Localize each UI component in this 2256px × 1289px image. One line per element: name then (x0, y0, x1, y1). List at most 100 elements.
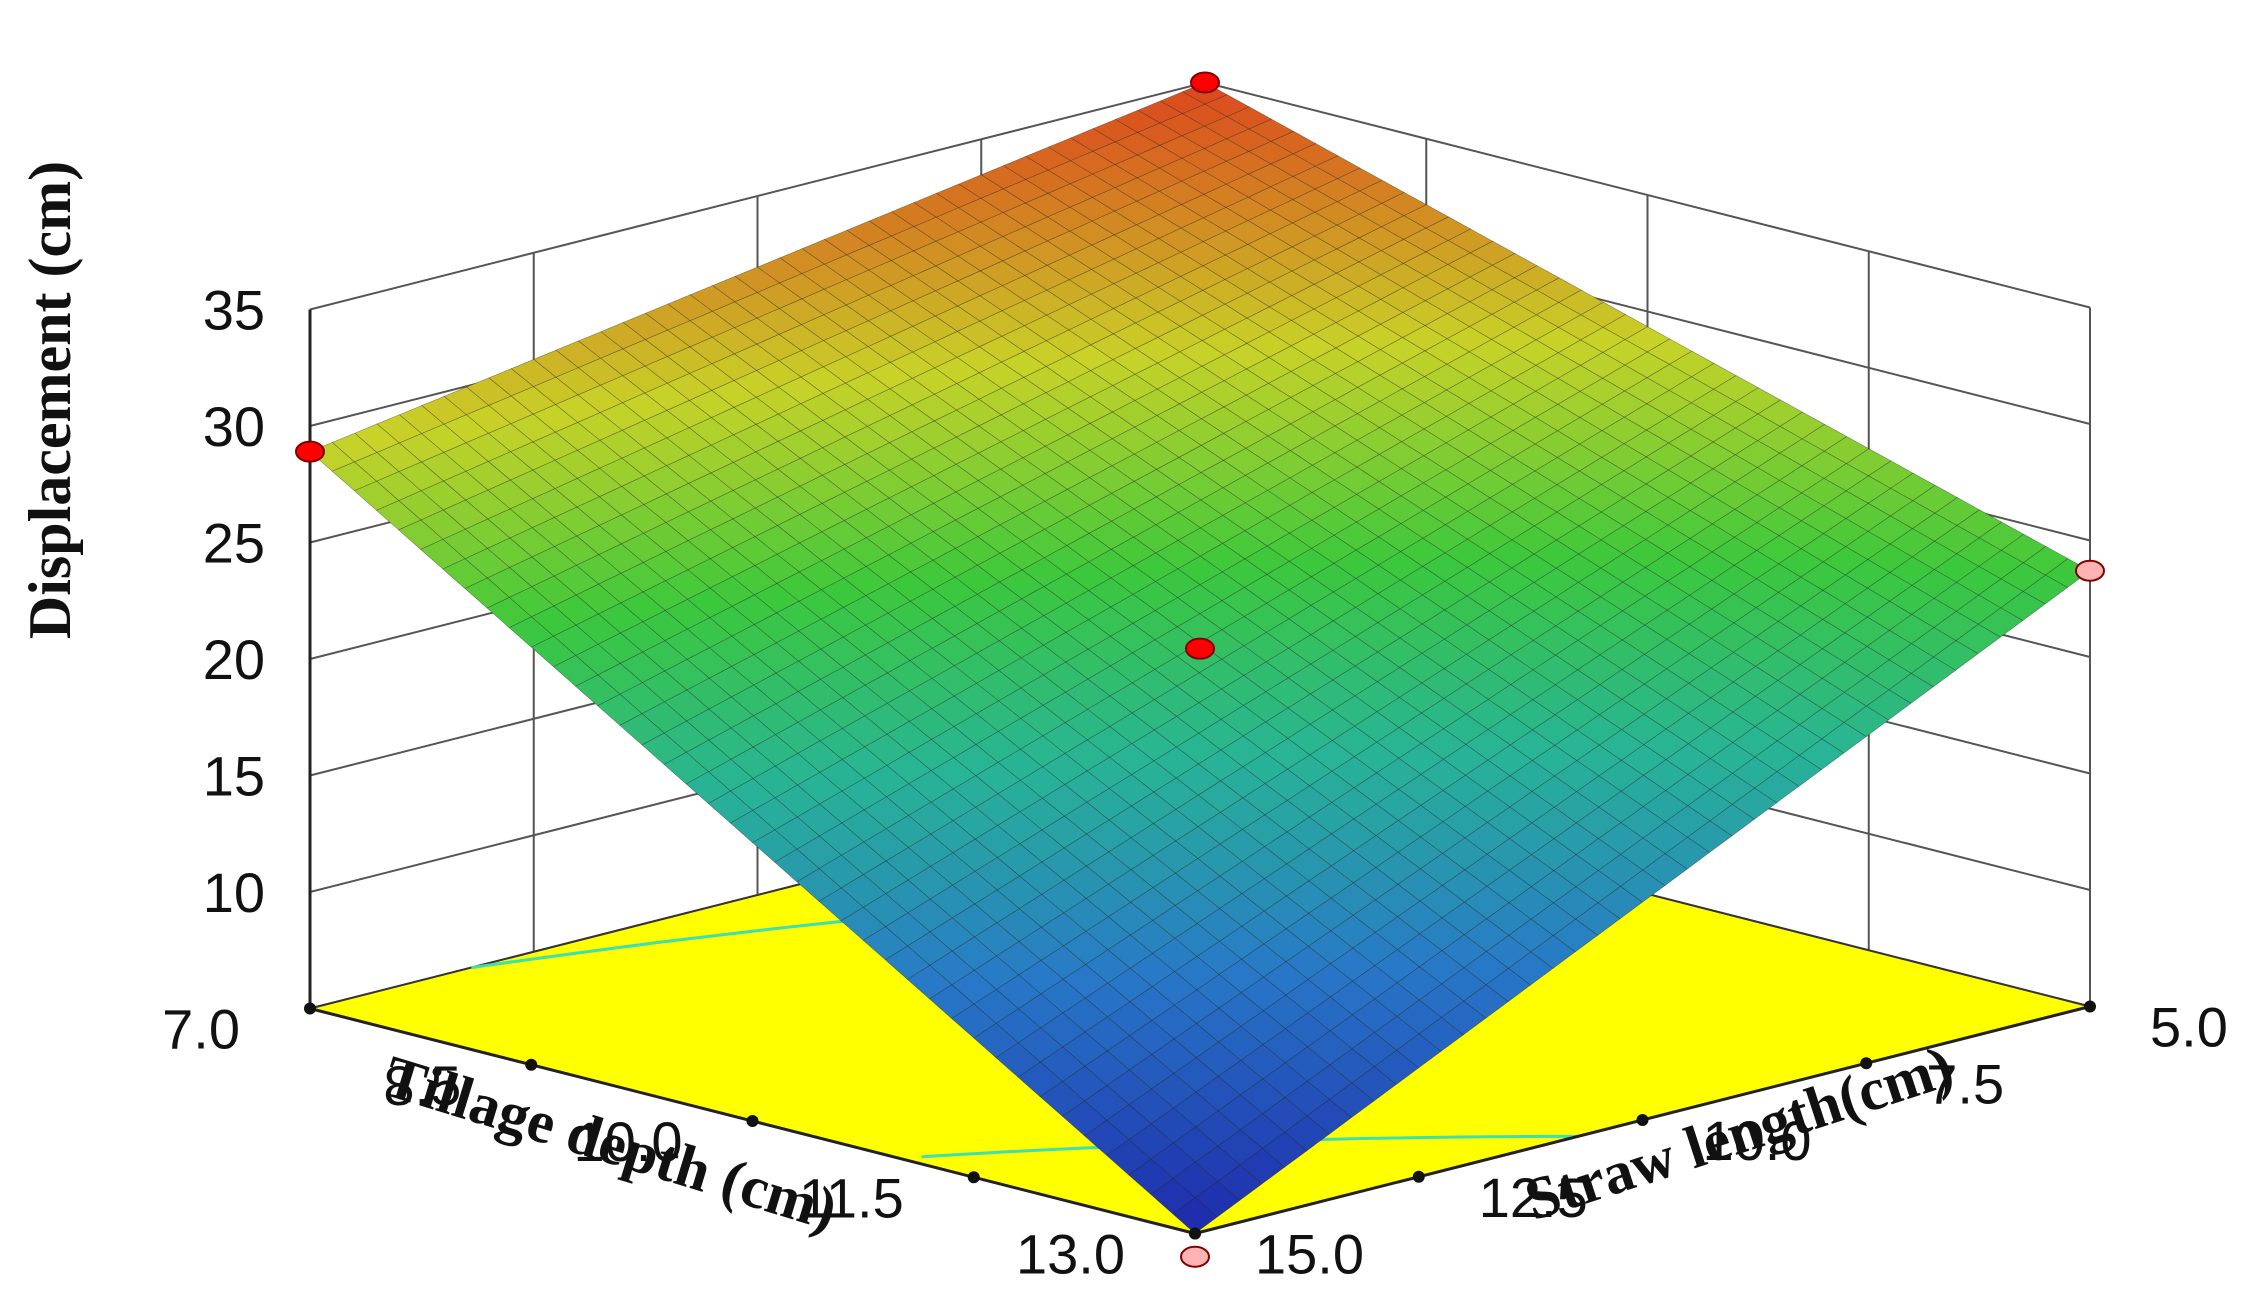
surface-cell (709, 605, 755, 637)
surface-cell (1624, 326, 1671, 353)
surface-cell (1222, 502, 1268, 531)
surface-cell (1399, 594, 1446, 625)
surface-cell (998, 598, 1045, 629)
z-tick-label: 20 (203, 628, 265, 691)
surface-cell (976, 581, 1023, 612)
surface-cell (1379, 362, 1426, 390)
surface-cell (1042, 691, 1089, 723)
surface-cell (1419, 917, 1465, 951)
surface-cell (1114, 154, 1161, 179)
surface-cell (843, 566, 889, 596)
surface-cell (912, 315, 959, 343)
surface-cell (1087, 665, 1133, 697)
surface-cell (1218, 925, 1265, 960)
surface-cell (1136, 167, 1183, 192)
surface-cell (1358, 202, 1405, 228)
surface-cell (1469, 264, 1516, 290)
x-tick-label: 13.0 (1016, 1223, 1125, 1286)
surface-cell (1375, 851, 1421, 885)
surface-cell (1510, 639, 1557, 671)
surface-cell (1152, 840, 1199, 874)
surface-cell (1352, 867, 1399, 901)
surface-cell (553, 594, 599, 626)
surface-cell (1045, 381, 1091, 409)
surface-cell (796, 835, 843, 869)
surface-cell (1179, 265, 1226, 291)
surface-cell (733, 343, 780, 371)
surface-cell (643, 437, 690, 466)
surface-cell (822, 356, 869, 384)
surface-cell (1174, 858, 1221, 892)
surface-cell (755, 386, 802, 415)
surface-cell (1357, 323, 1404, 350)
surface-cell (1799, 708, 1845, 740)
surface-cell (1845, 448, 1892, 477)
surface-cell (1599, 581, 1646, 612)
surface-cell (796, 803, 843, 837)
surface-cell (1443, 713, 1489, 745)
surface-cell (818, 822, 865, 856)
surface-cell (1091, 234, 1138, 260)
surface-cell (1556, 470, 1603, 499)
surface-cell (1292, 188, 1338, 213)
surface-cell (577, 357, 624, 386)
surface-cell (1442, 805, 1488, 839)
surface-cell (1110, 536, 1157, 566)
surface-cell (1579, 403, 1625, 431)
surface-cell (1137, 100, 1184, 124)
surface-cell (1247, 233, 1293, 258)
surface-cell (1555, 581, 1602, 612)
surface-cell (775, 691, 821, 723)
surface-cell (1486, 806, 1533, 839)
surface-cell (1757, 399, 1803, 427)
surface-cell (1465, 639, 1512, 670)
surface-cell (819, 697, 866, 729)
surface-cell (1556, 417, 1603, 445)
surface-cell (1486, 902, 1532, 936)
surface-cell (1535, 326, 1582, 353)
surface-cell (1085, 883, 1132, 917)
surface-cell (1269, 222, 1316, 248)
surface-cell (1441, 934, 1487, 968)
surface-cell (1357, 274, 1404, 300)
surface-cell (1643, 728, 1689, 760)
surface-cell (1508, 886, 1555, 920)
surface-cell (1107, 1001, 1153, 1036)
surface-cell (890, 300, 936, 327)
y-tick-mark (2084, 1000, 2096, 1013)
surface-cell (1267, 423, 1314, 451)
surface-cell (933, 463, 979, 493)
surface-cell (1602, 314, 1649, 340)
surface-cell (1464, 790, 1511, 823)
surface-cell (643, 493, 689, 523)
surface-cell (1265, 647, 1312, 679)
surface-cell (1062, 1065, 1108, 1102)
surface-cell (1933, 553, 1980, 583)
surface-cell (911, 367, 958, 395)
surface-cell (913, 216, 960, 242)
surface-cell (1709, 742, 1756, 774)
surface-cell (999, 569, 1045, 600)
surface-cell (889, 351, 936, 379)
surface-cell (1553, 854, 1599, 887)
surface-cell (1845, 530, 1891, 560)
surface-cell (1844, 645, 1890, 677)
surface-cell (776, 513, 823, 544)
surface-cell (1023, 314, 1070, 341)
surface-cell (1130, 887, 1176, 921)
surface-cell (867, 361, 913, 390)
surface-cell (1800, 561, 1846, 591)
surface-cell (1799, 677, 1845, 709)
surface-cell (1289, 411, 1336, 439)
surface-cell (820, 577, 867, 608)
surface-cell (1001, 250, 1048, 276)
surface-cell (1108, 743, 1155, 775)
surface-cell (466, 377, 512, 406)
surface-cell (1579, 352, 1626, 379)
surface-cell (577, 412, 623, 441)
surface-cell (1284, 1115, 1330, 1152)
surface-cell (1089, 411, 1136, 439)
surface-cell (1354, 711, 1400, 743)
surface-cell (1397, 804, 1444, 838)
surface-cell (1401, 402, 1447, 430)
